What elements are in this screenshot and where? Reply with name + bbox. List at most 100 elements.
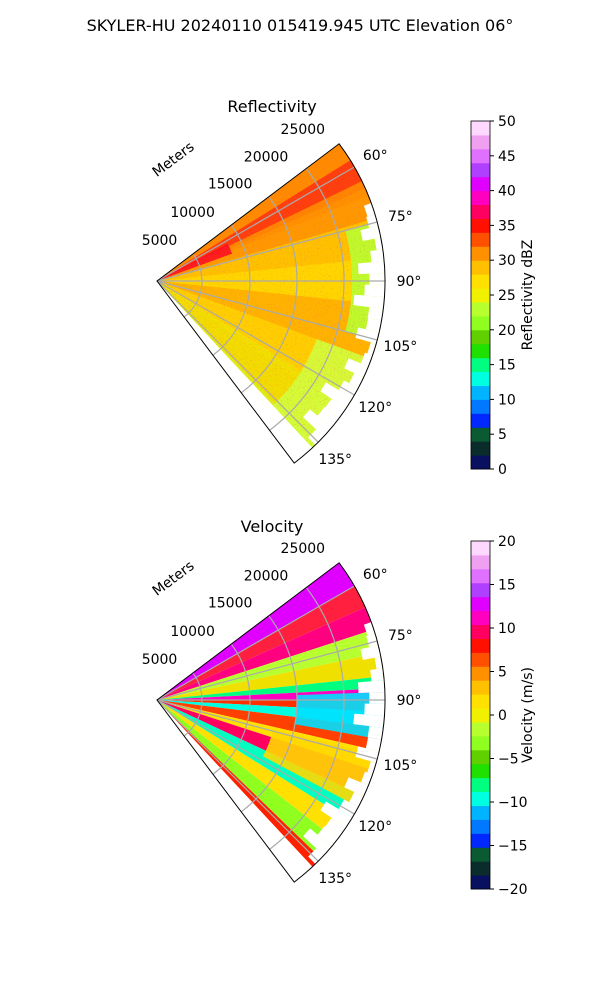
range-axis-label: Meters xyxy=(150,558,198,600)
colorbar-tick-label: 15 xyxy=(498,578,516,594)
colorbar-segment xyxy=(471,819,490,834)
sector-frame xyxy=(156,143,386,464)
colorbar-segment xyxy=(471,162,490,178)
colorbar-segment xyxy=(471,329,490,345)
panel-title: Velocity xyxy=(241,517,304,536)
colorbar-segment xyxy=(471,413,490,428)
colorbar-segment xyxy=(471,833,490,848)
colorbar-tick-label: 50 xyxy=(498,114,516,130)
range-tick-label: 25000 xyxy=(281,122,326,138)
colorbar-segment xyxy=(471,861,490,876)
colorbar-tick-label: 20 xyxy=(498,534,516,550)
range-ring xyxy=(269,168,345,431)
colorbar: 0 5 10 15 20 25 30 35 40 45 50 Reflectivity dBZ xyxy=(470,114,536,478)
colorbar-segment xyxy=(471,371,490,386)
edge-gap xyxy=(369,272,385,286)
colorbar-label: Velocity (m/s) xyxy=(520,667,536,763)
azimuth-tick-label: 90° xyxy=(397,274,422,290)
range-ring xyxy=(183,253,203,318)
colorbar-segment xyxy=(471,875,490,890)
range-tick-label: 25000 xyxy=(281,541,326,557)
panel-title: Reflectivity xyxy=(227,97,316,116)
colorbar-tick-label: 45 xyxy=(498,149,516,165)
colorbar-segment xyxy=(471,694,490,709)
colorbar-segment xyxy=(471,791,490,806)
colorbar-segment xyxy=(471,343,490,359)
azimuth-tick-label: 135° xyxy=(318,871,352,887)
colorbar-segment xyxy=(471,568,490,584)
range-tick-label: 20000 xyxy=(244,149,289,165)
colorbar-segment xyxy=(471,666,490,681)
edge-gap xyxy=(364,703,385,717)
colorbar-segment xyxy=(471,596,490,612)
colorbar-segment xyxy=(471,541,490,556)
range-ring xyxy=(183,672,203,737)
edge-gap xyxy=(357,260,385,274)
colorbar-segment xyxy=(471,357,490,373)
colorbar-tick-label: 15 xyxy=(498,358,516,374)
velocity-band xyxy=(157,676,385,700)
edge-gap xyxy=(365,318,385,335)
colorbar-tick-label: 30 xyxy=(498,253,516,269)
colorbar-tick-label: −10 xyxy=(498,795,528,811)
velocity-band xyxy=(157,562,355,700)
colorbar-segment xyxy=(471,749,490,765)
azimuth-tick-label: 135° xyxy=(318,452,352,468)
velocity-band xyxy=(157,700,351,841)
colorbar-segment xyxy=(471,301,490,317)
edge-gap xyxy=(365,737,385,754)
colorbar-segment xyxy=(471,134,490,150)
colorbar-tick-label: 20 xyxy=(498,323,516,339)
colorbar-segment xyxy=(471,763,490,779)
colorbar-segment xyxy=(471,385,490,400)
colorbar-segment xyxy=(471,274,490,289)
colorbar-segment xyxy=(471,638,490,653)
range-tick-label: 10000 xyxy=(170,624,215,640)
azimuth-spoke xyxy=(156,699,355,815)
colorbar-tick-label: 5 xyxy=(498,427,507,443)
colorbar-segment xyxy=(471,246,490,261)
velocity-band xyxy=(157,652,384,700)
edge-gap xyxy=(367,307,385,323)
colorbar-segment xyxy=(471,554,490,570)
azimuth-tick-label: 120° xyxy=(358,400,392,416)
azimuth-tick-label: 60° xyxy=(363,567,388,583)
azimuth-tick-label: 75° xyxy=(388,209,413,225)
colorbar-segment xyxy=(471,288,490,303)
range-ring xyxy=(212,224,251,356)
colorbar-segment xyxy=(471,777,490,793)
sector-frame xyxy=(156,562,386,883)
azimuth-tick-label: 90° xyxy=(397,693,422,709)
colorbar-tick-label: −15 xyxy=(498,839,528,855)
colorbar-segment xyxy=(471,610,490,626)
colorbar-segment xyxy=(471,315,490,331)
range-ring xyxy=(269,587,345,850)
azimuth-spoke xyxy=(156,699,319,862)
azimuth-spoke xyxy=(156,280,355,396)
velocity-band xyxy=(157,629,380,700)
edge-gap xyxy=(364,284,385,298)
colorbar-segment xyxy=(471,680,490,695)
colorbar-segment xyxy=(471,735,490,751)
azimuth-tick-label: 75° xyxy=(388,628,413,644)
range-ring xyxy=(240,196,298,394)
colorbar-segment xyxy=(471,232,490,247)
azimuth-tick-label: 105° xyxy=(384,339,418,355)
range-axis-label: Meters xyxy=(150,139,198,181)
velocity-band xyxy=(157,700,384,752)
colorbar-segment xyxy=(471,121,490,136)
azimuth-spoke xyxy=(156,166,355,282)
range-tick-label: 5000 xyxy=(142,233,178,249)
azimuth-tick-label: 60° xyxy=(363,148,388,164)
edge-gap xyxy=(369,691,385,705)
velocity-band xyxy=(157,607,374,700)
colorbar-segment xyxy=(471,399,490,414)
velocity-band xyxy=(157,700,321,867)
colorbar-segment xyxy=(471,708,490,723)
azimuth-spoke xyxy=(156,280,378,341)
edge-gap xyxy=(353,713,385,730)
colorbar-label: Reflectivity dBZ xyxy=(520,240,536,351)
colorbar-segment xyxy=(471,441,490,456)
range-tick-label: 20000 xyxy=(244,568,289,584)
colorbar-tick-label: 0 xyxy=(498,708,507,724)
